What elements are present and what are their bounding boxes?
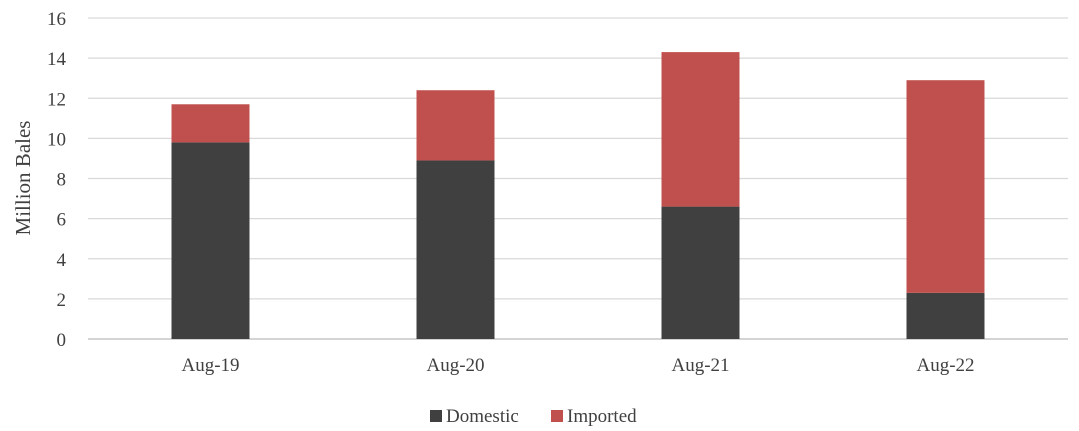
bar-imported-aug-21 bbox=[661, 52, 740, 207]
x-tick-label: Aug-19 bbox=[181, 355, 239, 376]
y-tick-label: 0 bbox=[57, 330, 67, 351]
x-tick-label: Aug-21 bbox=[671, 355, 729, 376]
legend-label-imported: Imported bbox=[567, 406, 637, 427]
legend: Domestic Imported bbox=[430, 406, 637, 427]
bar-domestic-aug-19 bbox=[171, 142, 250, 339]
bar-imported-aug-19 bbox=[171, 104, 250, 143]
x-axis-ticks: Aug-19 Aug-20 Aug-21 Aug-22 bbox=[181, 355, 974, 376]
bar-imported-aug-22 bbox=[906, 80, 985, 293]
x-tick-label: Aug-20 bbox=[426, 355, 484, 376]
y-tick-label: 8 bbox=[57, 170, 67, 191]
bar-imported-aug-20 bbox=[416, 90, 495, 161]
bar-stacks bbox=[171, 52, 985, 339]
y-tick-label: 6 bbox=[57, 210, 67, 231]
y-tick-label: 12 bbox=[47, 89, 66, 110]
y-axis-title: Million Bales bbox=[11, 121, 35, 236]
y-tick-label: 10 bbox=[47, 129, 66, 150]
legend-label-domestic: Domestic bbox=[446, 406, 519, 427]
x-tick-label: Aug-22 bbox=[916, 355, 974, 376]
bar-domestic-aug-22 bbox=[906, 292, 985, 339]
y-tick-label: 16 bbox=[47, 9, 66, 30]
gridlines bbox=[88, 17, 1068, 340]
legend-swatch-domestic bbox=[430, 410, 442, 422]
y-axis-ticks: 0 2 4 6 8 10 12 14 16 bbox=[47, 9, 67, 351]
y-tick-label: 14 bbox=[47, 49, 67, 70]
bar-domestic-aug-21 bbox=[661, 206, 740, 339]
legend-swatch-imported bbox=[551, 410, 563, 422]
y-tick-label: 2 bbox=[57, 290, 67, 311]
bar-domestic-aug-20 bbox=[416, 160, 495, 339]
y-tick-label: 4 bbox=[57, 250, 67, 271]
